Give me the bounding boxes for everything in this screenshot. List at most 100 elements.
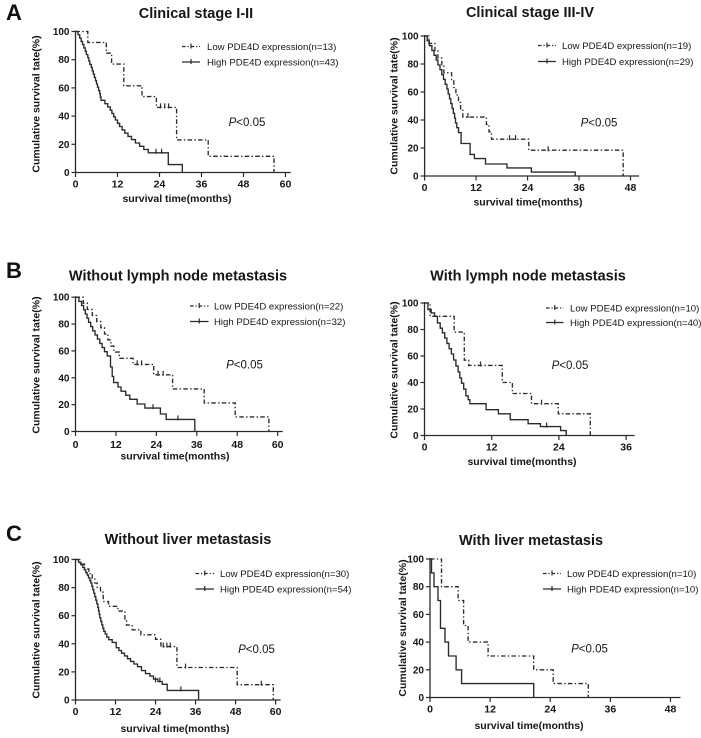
x-tick-label: 12 (110, 706, 122, 718)
y-tick-label: 20 (413, 665, 425, 676)
p-value-threshold: <0.05 (559, 360, 588, 372)
y-tick-label: 80 (58, 583, 70, 594)
y-axis-label: Cumulative survival tate(%) (31, 35, 43, 172)
y-axis-label: Cumulative survival tate(%) (389, 37, 401, 174)
p-value-threshold: <0.05 (588, 118, 617, 130)
y-tick-label: 60 (58, 346, 70, 357)
p-value-symbol: P (238, 644, 246, 656)
x-tick-label: 0 (422, 442, 428, 454)
x-tick-label: 12 (470, 182, 482, 194)
y-tick-label: 40 (413, 638, 425, 649)
y-tick-label: 60 (413, 610, 425, 621)
legend-label: High PDE4D expression(n=29) (562, 57, 693, 68)
y-tick-label: 100 (402, 32, 419, 43)
y-tick-label: 20 (58, 667, 70, 678)
y-tick-label: 0 (418, 693, 424, 704)
survival-curve-high (424, 302, 567, 436)
p-value-symbol: P (571, 644, 579, 656)
legend-label: Low PDE4D expression(n=13) (207, 42, 336, 53)
p-value-symbol: P (229, 117, 237, 129)
y-tick-label: 20 (407, 144, 419, 155)
chart-with-lymph-node-metastasis: With lymph node metastasis 0 20 40 60 80 100 0 1… (389, 269, 701, 469)
y-tick-label: 20 (58, 400, 70, 411)
x-tick-label: 36 (191, 439, 203, 451)
x-axis-label: survival time(months) (120, 723, 229, 735)
survival-curve-high (424, 35, 576, 176)
y-tick-label: 60 (58, 83, 70, 94)
x-tick-label: 0 (422, 182, 428, 194)
y-tick-label: 100 (53, 555, 70, 566)
chart-title: Clinical stage III-IV (466, 5, 594, 21)
y-tick-label: 100 (53, 27, 70, 38)
legend-entry-high: High PDE4D expression(n=40) (546, 318, 701, 329)
legend-entry-low: Low PDE4D expression(n=13) (182, 42, 336, 53)
p-value-symbol: P (581, 118, 589, 130)
chart-clinical-stage-i-ii: Clinical stage I-II 0 20 40 60 80 100 0 12 24 36 48… (31, 6, 339, 205)
y-tick-label: 80 (413, 582, 425, 593)
y-tick-label: 80 (58, 55, 70, 66)
y-tick-label: 80 (407, 325, 419, 336)
y-tick-label: 60 (407, 88, 419, 99)
y-tick-label: 100 (407, 555, 424, 566)
y-tick-label: 60 (58, 611, 70, 622)
p-value-symbol: P (226, 360, 234, 372)
legend-entry-high: High PDE4D expression(n=54) (195, 585, 351, 596)
x-axis-label: survival time(months) (122, 193, 231, 205)
legend-label: Low PDE4D expression(n=30) (220, 569, 349, 580)
y-tick-label: 40 (407, 378, 419, 389)
chart-title: Without lymph node metastasis (69, 269, 287, 285)
p-value-label: P<0.05 (229, 117, 266, 129)
x-axis-label: survival time(months) (474, 720, 583, 732)
y-tick-label: 40 (58, 112, 70, 123)
legend-label: High PDE4D expression(n=10) (567, 585, 698, 596)
y-axis-label: Cumulative survival tate(%) (31, 296, 43, 433)
chart-without-liver-metastasis: Without liver metastasis 0 20 40 60 80 100 0 12 2… (31, 532, 352, 735)
y-tick-label: 100 (53, 293, 70, 304)
x-tick-label: 24 (151, 439, 163, 451)
p-value-threshold: <0.05 (234, 360, 263, 372)
y-tick-label: 20 (58, 140, 70, 151)
chart-title: Clinical stage I-II (139, 6, 253, 22)
p-value-label: P<0.05 (238, 644, 275, 656)
survival-curve-low (424, 302, 591, 436)
chart-title: With lymph node metastasis (430, 269, 626, 285)
y-tick-label: 0 (64, 696, 70, 707)
x-tick-label: 36 (573, 182, 585, 194)
legend-entry-high: High PDE4D expression(n=10) (543, 585, 698, 596)
x-tick-label: 36 (190, 706, 202, 718)
p-value-label: P<0.05 (226, 360, 263, 372)
x-tick-label: 24 (154, 179, 166, 191)
x-axis-label: survival time(months) (467, 456, 576, 468)
y-tick-label: 0 (64, 427, 70, 438)
y-tick-label: 20 (407, 405, 419, 416)
y-tick-label: 80 (58, 320, 70, 331)
legend-label: Low PDE4D expression(n=19) (562, 41, 691, 52)
y-tick-label: 40 (407, 116, 419, 127)
legend-label: Low PDE4D expression(n=10) (567, 569, 696, 580)
x-tick-label: 36 (620, 442, 632, 454)
panel-label-b: B (6, 258, 22, 283)
x-axis-label: survival time(months) (120, 451, 229, 463)
x-tick-label: 60 (270, 706, 282, 718)
survival-curve-high (75, 30, 183, 173)
p-value-threshold: <0.05 (579, 644, 608, 656)
legend-label: Low PDE4D expression(n=22) (214, 302, 343, 313)
p-value-label: P<0.05 (581, 118, 618, 130)
legend-entry-low: Low PDE4D expression(n=10) (546, 304, 699, 315)
survival-curve-low (424, 35, 624, 176)
legend-label: High PDE4D expression(n=32) (214, 317, 345, 328)
x-tick-label: 36 (605, 704, 617, 716)
x-tick-label: 0 (73, 706, 79, 718)
legend-entry-high: High PDE4D expression(n=32) (190, 317, 345, 328)
legend-label: High PDE4D expression(n=43) (207, 58, 338, 69)
y-axis-label: Cumulative survival tate(%) (31, 561, 43, 698)
survival-curve-low (75, 558, 274, 700)
x-tick-label: 12 (486, 442, 498, 454)
panel-label-a: A (6, 0, 22, 25)
p-value-threshold: <0.05 (246, 644, 275, 656)
legend-entry-high: High PDE4D expression(n=43) (182, 58, 338, 69)
x-tick-label: 48 (238, 179, 250, 191)
p-value-threshold: <0.05 (236, 117, 265, 129)
